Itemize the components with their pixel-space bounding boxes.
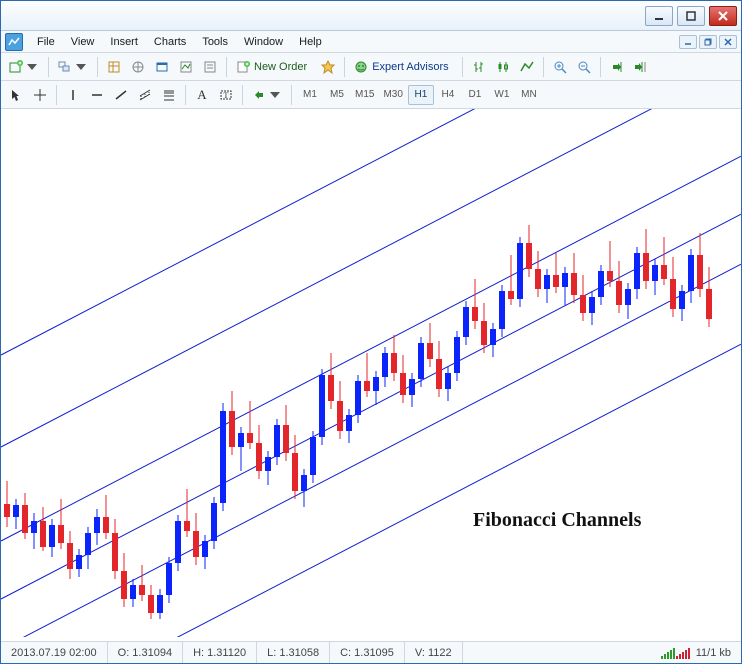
separator xyxy=(600,57,601,77)
timeframe-d1[interactable]: D1 xyxy=(462,85,488,105)
chart-area[interactable]: Fibonacci Channels xyxy=(1,109,741,641)
timeframe-m15[interactable]: M15 xyxy=(351,85,378,105)
separator xyxy=(462,57,463,77)
mdi-restore-button[interactable] xyxy=(699,35,717,49)
timeframe-m30[interactable]: M30 xyxy=(379,85,406,105)
status-datetime: 2013.07.19 02:00 xyxy=(1,642,108,663)
svg-text:T: T xyxy=(224,91,229,100)
arrows-button[interactable] xyxy=(248,84,286,106)
new-order-label: New Order xyxy=(250,61,311,73)
terminal-button[interactable] xyxy=(151,56,173,78)
separator xyxy=(48,57,49,77)
timeframe-w1[interactable]: W1 xyxy=(489,85,515,105)
zoom-in-button[interactable] xyxy=(549,56,571,78)
mdi-close-button[interactable] xyxy=(719,35,737,49)
status-kb: 11/1 kb xyxy=(696,647,731,659)
status-low: L: 1.31058 xyxy=(257,642,330,663)
timeframe-m1[interactable]: M1 xyxy=(297,85,323,105)
app-icon xyxy=(5,33,23,51)
chart-shift-button[interactable] xyxy=(630,56,652,78)
close-button[interactable] xyxy=(709,6,737,26)
menu-window[interactable]: Window xyxy=(236,34,291,50)
separator xyxy=(344,57,345,77)
separator xyxy=(185,85,186,105)
tester-button[interactable] xyxy=(175,56,197,78)
horizontal-line-button[interactable] xyxy=(86,84,108,106)
cursor-button[interactable] xyxy=(5,84,27,106)
metaquotes-button[interactable] xyxy=(317,56,339,78)
timeframe-mn[interactable]: MN xyxy=(516,85,542,105)
chart-overlay-text: Fibonacci Channels xyxy=(473,509,641,532)
separator xyxy=(226,57,227,77)
separator xyxy=(291,85,292,105)
trendline-button[interactable] xyxy=(110,84,132,106)
expert-advisors-button[interactable]: Expert Advisors xyxy=(350,56,456,78)
toolbar-main: New Order Expert Advisors xyxy=(1,53,741,81)
chart-canvas xyxy=(1,109,741,637)
text-button[interactable]: A xyxy=(191,84,213,106)
menu-tools[interactable]: Tools xyxy=(194,34,236,50)
autoscroll-button[interactable] xyxy=(606,56,628,78)
separator xyxy=(242,85,243,105)
data-window-button[interactable] xyxy=(199,56,221,78)
menu-charts[interactable]: Charts xyxy=(146,34,194,50)
status-high: H: 1.31120 xyxy=(183,642,257,663)
app-window: FileViewInsertChartsToolsWindowHelp New … xyxy=(0,0,742,664)
market-watch-button[interactable] xyxy=(103,56,125,78)
toolbar-drawing: A T M1M5M15M30H1H4D1W1MN xyxy=(1,81,741,109)
channel-button[interactable] xyxy=(134,84,156,106)
maximize-button[interactable] xyxy=(677,6,705,26)
text-label-button[interactable]: T xyxy=(215,84,237,106)
menu-help[interactable]: Help xyxy=(291,34,330,50)
expert-advisors-label: Expert Advisors xyxy=(368,61,452,73)
menu-view[interactable]: View xyxy=(63,34,103,50)
crosshair-button[interactable] xyxy=(29,84,51,106)
minimize-button[interactable] xyxy=(645,6,673,26)
menu-insert[interactable]: Insert xyxy=(102,34,146,50)
mdi-buttons xyxy=(679,35,737,49)
timeframe-m5[interactable]: M5 xyxy=(324,85,350,105)
mdi-minimize-button[interactable] xyxy=(679,35,697,49)
separator xyxy=(543,57,544,77)
menubar: FileViewInsertChartsToolsWindowHelp xyxy=(1,31,741,53)
status-open: O: 1.31094 xyxy=(108,642,183,663)
navigator-button[interactable] xyxy=(127,56,149,78)
status-close: C: 1.31095 xyxy=(330,642,405,663)
timeframe-h1[interactable]: H1 xyxy=(408,85,434,105)
candle-chart-button[interactable] xyxy=(492,56,514,78)
profiles-button[interactable] xyxy=(54,56,92,78)
new-order-button[interactable]: New Order xyxy=(232,56,315,78)
line-chart-button[interactable] xyxy=(516,56,538,78)
new-chart-button[interactable] xyxy=(5,56,43,78)
separator xyxy=(97,57,98,77)
zoom-out-button[interactable] xyxy=(573,56,595,78)
titlebar xyxy=(1,1,741,31)
bar-chart-button[interactable] xyxy=(468,56,490,78)
connection-bars-icon xyxy=(661,647,690,659)
timeframe-h4[interactable]: H4 xyxy=(435,85,461,105)
menu-file[interactable]: File xyxy=(29,34,63,50)
statusbar: 2013.07.19 02:00 O: 1.31094 H: 1.31120 L… xyxy=(1,641,741,663)
vertical-line-button[interactable] xyxy=(62,84,84,106)
separator xyxy=(56,85,57,105)
status-connection: 11/1 kb xyxy=(651,647,741,659)
fibonacci-button[interactable] xyxy=(158,84,180,106)
status-volume: V: 1122 xyxy=(405,642,463,663)
